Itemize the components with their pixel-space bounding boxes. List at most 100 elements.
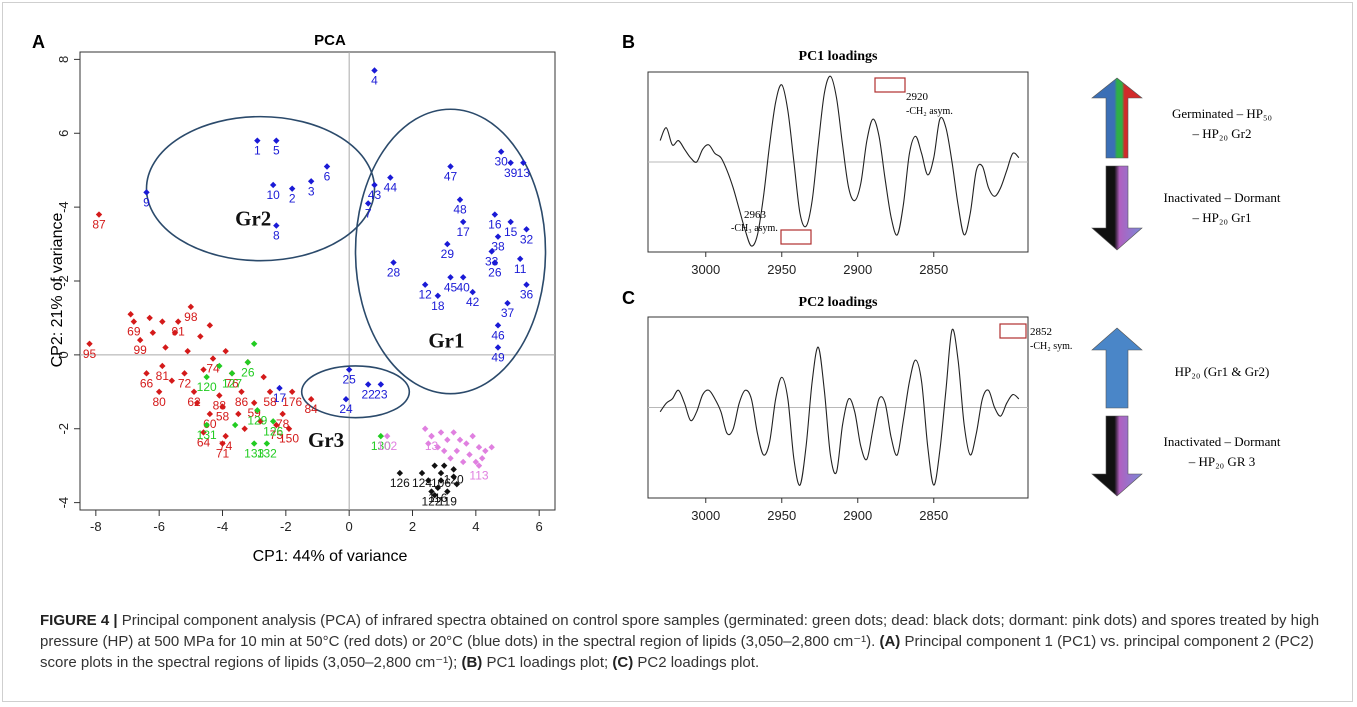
point-red: [219, 440, 226, 447]
legend-c-up-1: HP₂₀ (Gr1 & Gr2): [1175, 364, 1270, 379]
point-label-blue: 7: [365, 206, 372, 220]
y-tick-label: 6: [56, 130, 71, 137]
point-black: [396, 469, 404, 477]
point-blue: [523, 281, 530, 288]
point-label-blue: 13: [517, 166, 531, 180]
point-red: [273, 421, 280, 429]
point-label-red: 72: [178, 376, 192, 390]
x-tick-label: 3000: [691, 262, 720, 277]
point-red: [193, 399, 201, 407]
point-red: [136, 336, 144, 344]
point-red: [162, 344, 169, 351]
ellipse-gr1: [354, 108, 547, 395]
point-blue: [273, 222, 280, 229]
point-label-blue: 36: [520, 288, 534, 302]
point-label-blue: 45: [444, 280, 458, 294]
point-green: [203, 373, 210, 381]
point-label-blue: 24: [339, 402, 353, 416]
group-label-gr3: Gr3: [308, 428, 344, 452]
point-red: [222, 347, 229, 355]
point-green: [231, 421, 239, 429]
point-black: [440, 462, 448, 469]
x-tick-label: -8: [90, 519, 102, 534]
point-label-red: 58: [263, 395, 277, 409]
point-red: [257, 418, 264, 425]
point-blue: [390, 259, 397, 266]
peak-2852-sublabel: -CH₂ sym.: [1030, 341, 1072, 352]
point-label-blue: 42: [466, 295, 480, 309]
legend-b-down-2: – HP₂₀ Gr1: [1192, 210, 1252, 225]
point-blue: [444, 240, 451, 248]
point-label-blue: 4: [371, 73, 378, 87]
point-label-black: 122: [421, 495, 441, 509]
point-label-blue: 17: [273, 391, 287, 405]
point-label-red: 74: [206, 362, 220, 376]
point-black: [425, 477, 432, 484]
point-blue: [497, 148, 505, 155]
point-blue: [491, 259, 499, 266]
point-red: [184, 347, 191, 355]
point-black: [444, 488, 451, 495]
x-tick-label: -6: [153, 519, 165, 534]
caption-text: Principal component analysis (PCA) of in…: [40, 612, 1320, 650]
peak-2920-box: [874, 77, 906, 93]
point-label-blue: 8: [273, 229, 280, 243]
point-green: [228, 370, 236, 377]
panel-b-title: PC1 loadings: [799, 49, 879, 64]
legend-b-down-1: Inactivated – Dormant: [1164, 190, 1281, 205]
point-label-blue: 2: [289, 192, 296, 206]
point-pink: [469, 432, 476, 440]
ellipse-gr3: [300, 365, 411, 419]
legend-c-down-2: – HP₂₀ GR 3: [1188, 454, 1256, 469]
point-red: [127, 311, 134, 318]
point-red: [168, 377, 176, 384]
y-tick-label: -2: [56, 423, 71, 435]
point-label-black: 126: [390, 476, 410, 490]
point-blue: [288, 185, 296, 192]
point-pink: [444, 436, 451, 444]
x-tick-label: 2900: [843, 508, 872, 523]
peak-2852-label: 2852: [1030, 326, 1052, 338]
x-tick-label: 0: [346, 519, 353, 534]
point-red: [238, 388, 245, 396]
point-blue: [494, 233, 502, 240]
peak-2963-box: [780, 229, 812, 245]
legend-c-down-1: Inactivated – Dormant: [1164, 434, 1281, 449]
point-blue: [491, 211, 499, 218]
y-tick-label: 0: [56, 351, 71, 358]
point-blue: [364, 200, 372, 207]
point-red: [266, 388, 274, 396]
point-label-red: 58: [216, 410, 230, 424]
point-pink: [459, 458, 467, 466]
point-label-red: 150: [279, 432, 299, 446]
arrow-down-c: [1091, 415, 1143, 497]
point-label-blue: 49: [491, 350, 505, 364]
point-label-red: 66: [140, 376, 154, 390]
point-red: [279, 410, 286, 418]
point-black: [450, 473, 457, 480]
loadings-line: [659, 75, 1020, 247]
point-pink: [453, 447, 461, 455]
point-red: [206, 410, 214, 418]
point-pink: [447, 455, 454, 462]
point-red: [155, 388, 163, 396]
point-pink: [482, 447, 489, 455]
point-red: [171, 329, 179, 336]
point-label-red: 87: [92, 218, 106, 232]
point-black: [437, 477, 445, 484]
y-tick-label: 8: [56, 56, 71, 63]
panel-a-title: PCA: [314, 32, 346, 49]
point-label-red: 75: [270, 428, 284, 442]
point-red: [285, 425, 293, 432]
panel-a-ylabel: CP2: 21% of variance: [49, 213, 66, 368]
point-red: [174, 318, 182, 325]
point-blue: [494, 344, 502, 351]
x-tick-label: -2: [280, 519, 292, 534]
point-label-blue: 22: [361, 387, 375, 401]
point-label-red: 64: [197, 435, 211, 449]
point-red: [307, 395, 315, 403]
x-tick-label: 2850: [919, 508, 948, 523]
point-black: [431, 462, 438, 469]
